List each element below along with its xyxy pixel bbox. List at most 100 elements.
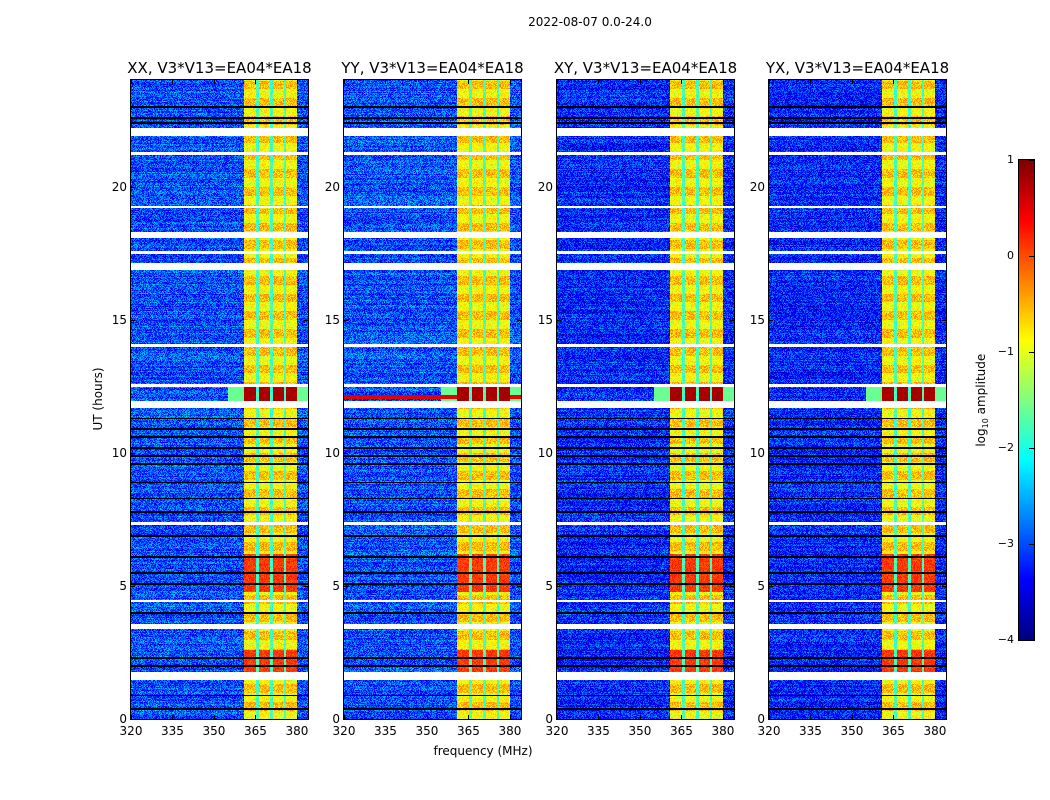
x-tick-label: 320: [545, 724, 569, 738]
colorbar-tick-label: −3: [997, 537, 1014, 550]
y-tick-mark: [942, 186, 946, 188]
y-tick-mark: [769, 319, 773, 321]
x-tick-mark: [509, 80, 511, 84]
y-tick-mark: [304, 585, 308, 587]
x-tick-mark: [385, 715, 387, 719]
spectrogram-heatmap-2: [344, 80, 521, 719]
y-tick-mark: [344, 719, 348, 720]
y-tick-mark: [344, 452, 348, 454]
y-tick-label: 15: [324, 312, 340, 327]
x-tick-label: 320: [332, 724, 356, 738]
x-tick-mark: [769, 715, 770, 719]
y-tick-mark: [769, 719, 773, 720]
y-tick-label: 10: [537, 445, 553, 460]
x-tick-label: 335: [374, 724, 397, 738]
x-tick-mark: [468, 715, 470, 719]
x-tick-mark: [296, 715, 298, 719]
y-tick-mark: [517, 719, 521, 720]
x-tick-mark: [426, 80, 428, 84]
y-tick-mark: [517, 585, 521, 587]
y-tick-label: 20: [324, 179, 340, 194]
x-tick-mark: [722, 80, 724, 84]
y-tick-label: 10: [324, 445, 340, 460]
x-tick-mark: [213, 80, 215, 84]
y-tick-mark: [131, 452, 135, 454]
y-tick-mark: [344, 319, 348, 321]
y-tick-mark: [557, 585, 561, 587]
y-tick-mark: [557, 186, 561, 188]
spectrogram-heatmap-1: [131, 80, 308, 719]
colorbar-tick-mark: [1029, 160, 1034, 161]
x-tick-mark: [426, 715, 428, 719]
x-tick-mark: [934, 80, 936, 84]
y-tick-mark: [304, 719, 308, 720]
spectrogram-heatmap-3: [557, 80, 734, 719]
y-tick-label: 15: [111, 312, 127, 327]
panel-title-1: XX, V3*V13=EA04*EA18: [127, 59, 312, 77]
colorbar-tick-mark: [1029, 256, 1034, 257]
x-tick-mark: [893, 80, 895, 84]
panel-frame-3: [556, 79, 735, 720]
colorbar-label: log10 amplitude: [973, 353, 991, 447]
x-tick-label: 380: [711, 724, 735, 738]
x-tick-mark: [468, 80, 470, 84]
y-tick-mark: [730, 186, 734, 188]
y-tick-mark: [304, 186, 308, 188]
x-tick-mark: [598, 80, 600, 84]
panel-title-4: YX, V3*V13=EA04*EA18: [765, 59, 950, 77]
y-tick-mark: [304, 452, 308, 454]
x-tick-mark: [639, 715, 641, 719]
panel-frame-1: [130, 79, 309, 720]
x-tick-label: 380: [285, 724, 309, 738]
y-tick-label: 5: [119, 578, 127, 593]
x-tick-mark: [131, 80, 132, 84]
x-tick-mark: [893, 715, 895, 719]
y-tick-label: 5: [757, 578, 765, 593]
x-tick-mark: [344, 80, 345, 84]
y-tick-mark: [730, 319, 734, 321]
colorbar-tick-label: 0: [1007, 249, 1014, 262]
x-tick-mark: [681, 80, 683, 84]
y-tick-mark: [344, 186, 348, 188]
x-tick-label: 350: [840, 724, 864, 738]
y-tick-label: 20: [111, 179, 127, 194]
y-tick-mark: [942, 585, 946, 587]
colorbar-gradient: [1019, 160, 1034, 640]
y-tick-label: 0: [119, 712, 127, 726]
spectrogram-heatmap-4: [769, 80, 946, 719]
x-tick-mark: [385, 80, 387, 84]
colorbar-tick-label: −2: [997, 441, 1014, 454]
y-tick-label: 20: [537, 179, 553, 194]
x-tick-mark: [934, 715, 936, 719]
colorbar-frame: [1018, 159, 1035, 641]
x-tick-mark: [255, 715, 257, 719]
x-tick-label: 320: [757, 724, 781, 738]
y-tick-mark: [730, 585, 734, 587]
x-tick-mark: [851, 80, 853, 84]
x-tick-mark: [344, 715, 345, 719]
y-tick-label: 10: [111, 445, 127, 460]
colorbar-tick-label: 1: [1007, 153, 1014, 166]
x-tick-label: 335: [161, 724, 184, 738]
y-tick-mark: [730, 719, 734, 720]
y-tick-mark: [557, 719, 561, 720]
x-tick-label: 350: [202, 724, 226, 738]
panel-title-2: YY, V3*V13=EA04*EA18: [341, 59, 524, 77]
y-tick-mark: [131, 186, 135, 188]
panel-title-3: XY, V3*V13=EA04*EA18: [553, 59, 738, 77]
x-tick-mark: [639, 80, 641, 84]
y-tick-label: 15: [537, 312, 553, 327]
y-tick-mark: [517, 186, 521, 188]
y-tick-label: 5: [545, 578, 553, 593]
x-tick-label: 380: [923, 724, 947, 738]
x-tick-mark: [509, 715, 511, 719]
x-tick-mark: [213, 715, 215, 719]
y-tick-mark: [517, 319, 521, 321]
colorbar-tick-label: −4: [997, 633, 1014, 646]
x-tick-mark: [557, 715, 558, 719]
y-tick-mark: [730, 452, 734, 454]
x-tick-mark: [722, 715, 724, 719]
y-tick-mark: [131, 719, 135, 720]
x-tick-mark: [255, 80, 257, 84]
x-tick-mark: [681, 715, 683, 719]
